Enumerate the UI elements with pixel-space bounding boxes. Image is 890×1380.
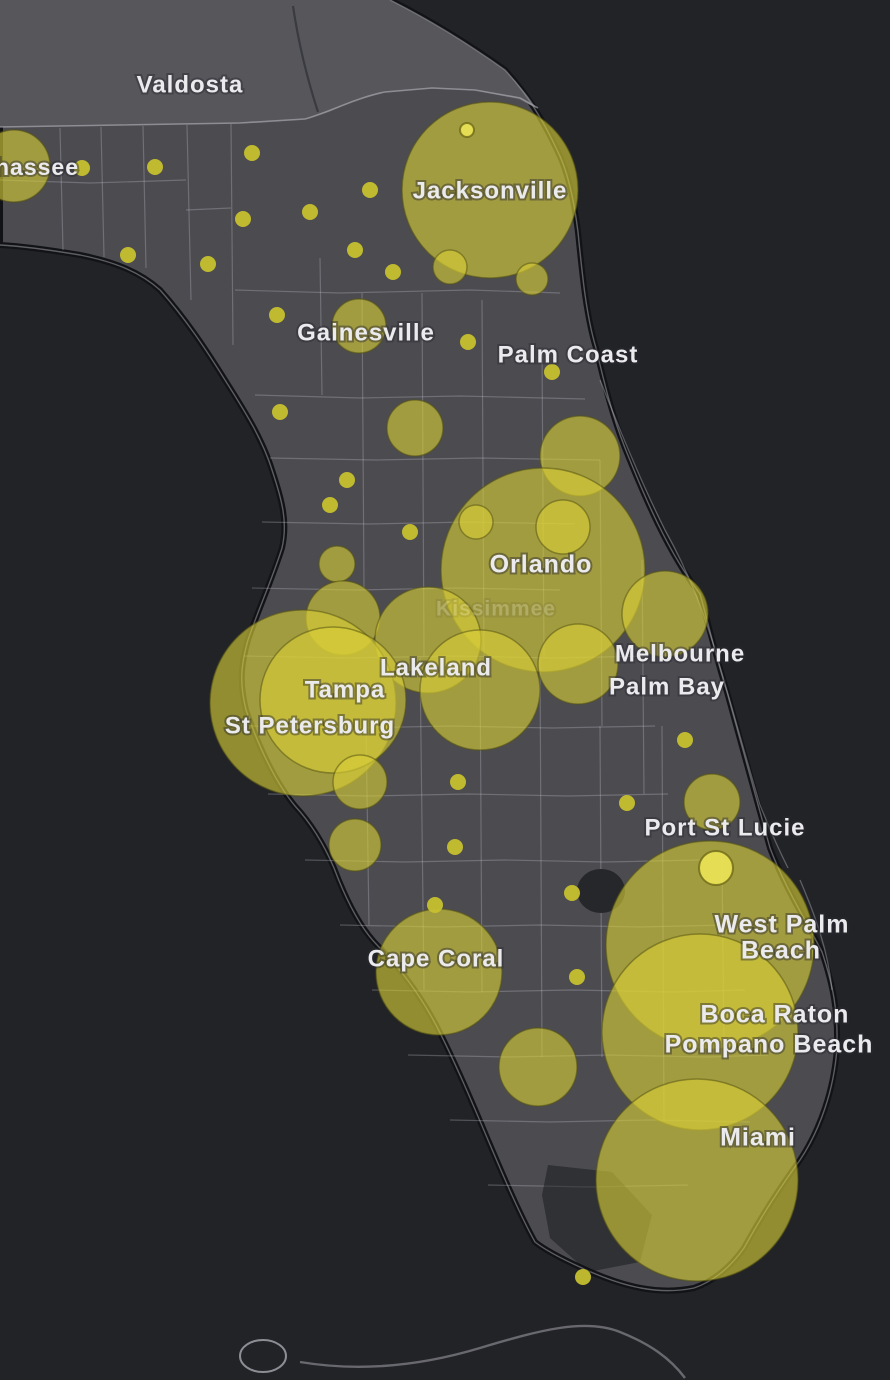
river xyxy=(291,5,320,113)
city-label: Cape Coral xyxy=(368,945,505,972)
county-dot xyxy=(302,204,318,220)
case-bubble xyxy=(318,545,356,583)
county-dot xyxy=(244,145,260,161)
county-dot xyxy=(385,264,401,280)
county-dot xyxy=(322,497,338,513)
georgia-land xyxy=(0,0,536,127)
case-bubble xyxy=(595,1078,799,1282)
city-label: Orlando xyxy=(490,551,593,579)
city-label: Port St Lucie xyxy=(644,814,805,841)
county-dot xyxy=(235,211,251,227)
case-bubble xyxy=(386,399,444,457)
case-bubble xyxy=(432,249,468,285)
county-dot xyxy=(677,732,693,748)
city-label: Kissimmee xyxy=(436,598,556,621)
county-dot xyxy=(120,247,136,263)
coastline xyxy=(0,0,838,1292)
county-dot xyxy=(619,795,635,811)
county-dot xyxy=(272,404,288,420)
case-bubble xyxy=(458,504,494,540)
city-label: hassee xyxy=(0,154,79,180)
case-bubble xyxy=(535,499,591,555)
case-bubble xyxy=(328,818,382,872)
case-bubble xyxy=(537,623,619,705)
case-bubble xyxy=(259,626,407,774)
state-border xyxy=(0,87,539,128)
case-bubble xyxy=(683,773,741,831)
city-label: Lakeland xyxy=(380,654,492,681)
bright-case-marker xyxy=(698,850,734,886)
city-label: Palm Coast xyxy=(498,341,639,368)
county-dot xyxy=(269,307,285,323)
case-bubble xyxy=(401,101,579,279)
city-label: Beach xyxy=(741,937,821,965)
county-dot xyxy=(200,256,216,272)
bright-case-marker xyxy=(459,122,475,138)
county-dot xyxy=(74,160,90,176)
county-dot xyxy=(339,472,355,488)
county-dot xyxy=(347,242,363,258)
city-label: Tampa xyxy=(305,676,386,703)
county-dot xyxy=(447,839,463,855)
county-dot xyxy=(147,159,163,175)
florida-keys-line xyxy=(299,1324,686,1379)
lake-okeechobee xyxy=(577,869,625,913)
county-dot xyxy=(564,885,580,901)
city-label: Valdosta xyxy=(137,71,244,98)
city-label: Melbourne xyxy=(615,640,745,667)
city-label: Palm Bay xyxy=(609,673,725,700)
county-dots-layer xyxy=(74,145,693,1285)
city-label: Boca Raton xyxy=(701,1001,850,1029)
case-bubble xyxy=(332,754,388,810)
city-label: Gainesville xyxy=(297,319,435,346)
county-dot xyxy=(427,897,443,913)
county-dot xyxy=(460,334,476,350)
county-dot xyxy=(402,524,418,540)
bubbles-layer xyxy=(0,101,815,1282)
case-bubble xyxy=(0,129,51,203)
barrier-island-line-south xyxy=(799,879,833,991)
county-dot xyxy=(569,969,585,985)
city-label: St Petersburg xyxy=(225,712,395,739)
city-labels-layer: Valdosta hassee Jacksonville Gainesville Pal… xyxy=(0,69,874,1153)
county-dot xyxy=(362,182,378,198)
barrier-island-line xyxy=(599,379,789,869)
case-bubble xyxy=(621,570,709,658)
key-west-island xyxy=(239,1339,287,1373)
case-bubble xyxy=(498,1027,578,1107)
county-dot xyxy=(450,774,466,790)
city-label: West Palm xyxy=(715,911,850,939)
county-dot xyxy=(544,364,560,380)
city-label: Miami xyxy=(720,1124,796,1152)
city-label: Pompano Beach xyxy=(665,1031,874,1059)
case-bubble xyxy=(515,262,549,296)
case-bubble xyxy=(419,629,541,751)
city-label: Jacksonville xyxy=(413,177,568,204)
case-bubble xyxy=(331,298,387,354)
county-dot xyxy=(575,1269,591,1285)
